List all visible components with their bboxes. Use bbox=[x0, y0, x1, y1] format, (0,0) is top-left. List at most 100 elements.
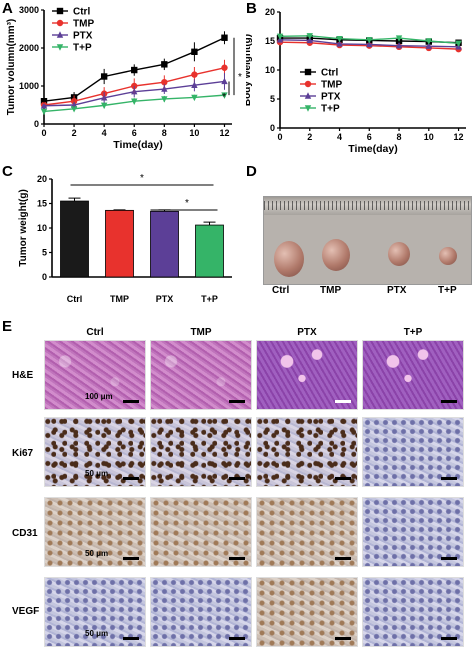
vegf-tp-image bbox=[362, 577, 464, 647]
y-tick-label: 15 bbox=[37, 199, 47, 209]
scale-bar bbox=[123, 637, 139, 640]
vegf-ctrl-image: 50 μm bbox=[44, 577, 146, 647]
data-point bbox=[336, 40, 343, 47]
scale-bar bbox=[441, 557, 457, 560]
scale-label-ki67: 50 μm bbox=[85, 469, 109, 478]
panel-label-b: B bbox=[246, 0, 257, 17]
legend-label: T+P bbox=[321, 104, 340, 115]
scale-bar bbox=[229, 637, 245, 640]
bar-ctrl bbox=[60, 200, 89, 278]
data-point bbox=[276, 33, 284, 41]
legend-marker bbox=[304, 80, 312, 88]
y-tick-label: 20 bbox=[37, 174, 47, 184]
data-point bbox=[395, 35, 403, 42]
vegf-tmp-image bbox=[150, 577, 252, 647]
data-point bbox=[306, 36, 313, 44]
tumor-tmp bbox=[322, 239, 350, 271]
cd31-tmp-image bbox=[150, 497, 252, 567]
photo-label-ctrl: Ctrl bbox=[272, 285, 290, 296]
he-tmp-image bbox=[150, 340, 252, 410]
significance-star: * bbox=[238, 72, 242, 83]
ki67-tmp-image bbox=[150, 417, 252, 487]
row-head-cd31: CD31 bbox=[12, 528, 38, 539]
x-axis-label: Time(day) bbox=[348, 143, 397, 155]
scale-bar bbox=[123, 477, 139, 480]
x-tick-label: 12 bbox=[454, 132, 464, 142]
x-tick-label: PTX bbox=[156, 294, 174, 304]
scale-bar bbox=[335, 557, 351, 560]
x-tick-label: T+P bbox=[201, 294, 218, 304]
y-tick-label: 3000 bbox=[19, 5, 39, 15]
tumor-volume-chart: 0 2 4 6 8 10 12 0 1000 2000 3000 Time(day) Tumor vol… bbox=[6, 5, 242, 151]
panel-label-c: C bbox=[2, 163, 13, 180]
row-head-he: H&E bbox=[12, 370, 34, 381]
data-point bbox=[336, 35, 343, 43]
scale-label-cd31: 50 μm bbox=[85, 549, 109, 558]
x-tick-label: 4 bbox=[102, 128, 107, 138]
cd31-ctrl-image: 50 μm bbox=[44, 497, 146, 567]
x-tick-label: 8 bbox=[162, 128, 167, 138]
row-head-ki67: Ki67 bbox=[12, 448, 34, 459]
scale-bar bbox=[441, 477, 457, 480]
scale-bar bbox=[229, 557, 245, 560]
tumor-weight-chart: 0 5 10 15 20 Tumor weight(g) Ctrl TMP PTX T+P * * bbox=[18, 173, 232, 304]
x-tick-label: 12 bbox=[219, 128, 229, 138]
x-tick-label: 10 bbox=[424, 132, 434, 142]
y-tick-label: 5 bbox=[42, 248, 47, 258]
tumor-tp bbox=[439, 247, 457, 265]
legend-label: TMP bbox=[321, 80, 342, 91]
panel-label-e: E bbox=[2, 318, 13, 335]
col-head-tmp: TMP bbox=[190, 327, 212, 338]
y-tick-label: 1000 bbox=[19, 81, 39, 91]
legend-label: Ctrl bbox=[73, 7, 90, 18]
significance-star: * bbox=[185, 198, 189, 209]
ki67-ctrl-image: 50 μm bbox=[44, 417, 146, 487]
legend-marker bbox=[304, 92, 312, 99]
cd31-ptx-image bbox=[256, 497, 358, 567]
x-tick-label: 6 bbox=[132, 128, 137, 138]
x-tick-label: TMP bbox=[110, 294, 129, 304]
y-tick-label: 0 bbox=[34, 119, 39, 129]
data-point bbox=[455, 40, 462, 48]
he-ptx-image bbox=[256, 340, 358, 410]
legend-label: Ctrl bbox=[321, 68, 338, 79]
vegf-ptx-image bbox=[256, 577, 358, 647]
data-point bbox=[306, 33, 313, 40]
photo-label-tp: T+P bbox=[438, 285, 457, 296]
tumor-ptx bbox=[388, 242, 410, 266]
legend-marker bbox=[304, 105, 312, 112]
bar-tmp bbox=[105, 209, 134, 278]
y-axis-label: Tumor volumn(mm³) bbox=[6, 19, 17, 115]
scale-bar bbox=[123, 400, 139, 403]
scale-bar bbox=[441, 637, 457, 640]
y-tick-label: 20 bbox=[265, 7, 275, 17]
data-point bbox=[395, 41, 403, 49]
x-tick-label: 6 bbox=[367, 132, 372, 142]
panel-label-a: A bbox=[2, 0, 13, 17]
y-tick-label: 0 bbox=[42, 272, 47, 282]
y-tick-label: 10 bbox=[37, 223, 47, 233]
legend-marker bbox=[56, 7, 64, 15]
scale-bar bbox=[441, 400, 457, 403]
scale-label-vegf: 50 μm bbox=[85, 629, 109, 638]
col-head-ctrl: Ctrl bbox=[86, 327, 104, 338]
bar-tp bbox=[195, 224, 224, 278]
x-tick-label: 2 bbox=[307, 132, 312, 142]
y-axis-label: Body weight(g) bbox=[246, 34, 253, 106]
x-tick-label: 10 bbox=[189, 128, 199, 138]
legend-marker bbox=[56, 31, 64, 38]
y-tick-label: 5 bbox=[270, 94, 275, 104]
data-point bbox=[425, 38, 432, 45]
y-tick-label: 0 bbox=[270, 123, 275, 133]
scale-bar bbox=[229, 400, 245, 403]
photo-label-tmp: TMP bbox=[320, 285, 342, 296]
tumor-ctrl bbox=[274, 241, 304, 277]
legend-marker bbox=[304, 68, 312, 76]
scale-bar bbox=[335, 400, 351, 403]
panel-label-d: D bbox=[246, 163, 257, 180]
legend-label: PTX bbox=[73, 31, 93, 42]
x-tick-label: 0 bbox=[277, 132, 282, 142]
scale-bar bbox=[335, 477, 351, 480]
legend-marker bbox=[56, 19, 64, 27]
legend-label: TMP bbox=[73, 19, 94, 30]
